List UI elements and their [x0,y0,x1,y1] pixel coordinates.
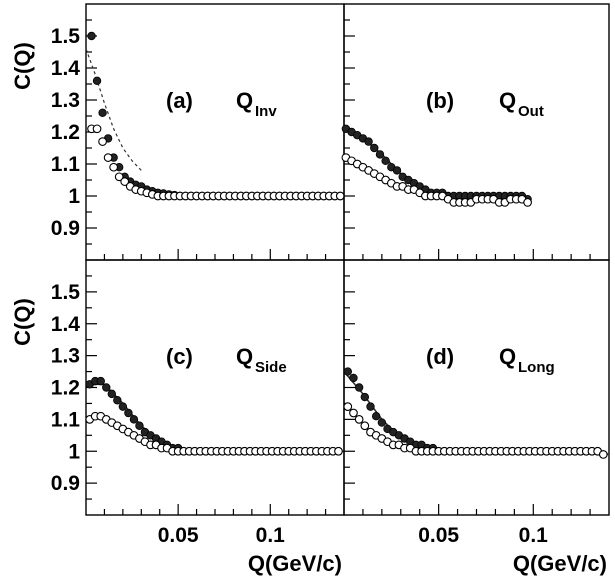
panel-d-qlabel: Q [499,344,516,369]
panel-a-ytick-label: 1.5 [51,25,81,48]
panel-d-open-point [343,402,353,411]
panel-b-qlabel: Q [499,88,516,113]
panel-b-frame [343,3,610,261]
panel-c-qlabel-sub: Side [255,359,287,376]
panel-c-frame [85,259,345,516]
panel-b-open-point [523,198,532,207]
panel-c-ytick-label: 1.2 [51,377,80,400]
panel-c-ytick-label: 1.3 [51,345,80,368]
panel-a-ytick-label: 1.3 [51,89,80,112]
panel-a-ytick-label: 1.1 [51,153,81,176]
panel-c-ytick-label: 1.1 [51,408,81,431]
panel-d-letter: (d) [426,344,454,369]
panel-a-ytick-label: 0.9 [51,217,80,240]
panel-d-xtick-label: 0.1 [519,524,549,547]
panel-a-open-point [98,137,107,146]
panel-d-filled-point [349,373,358,383]
panel-d-filled-point [366,402,375,411]
panel-c-ytick-label: 1 [68,440,80,463]
panel-a-open-point [120,177,130,186]
panel-c-filled-point [107,389,116,399]
panel-d-qlabel-sub: Long [518,359,555,376]
panel-c-letter: (c) [166,344,193,369]
panel-d-frame [343,259,610,516]
panel-a-qlabel: Q [236,88,253,113]
panel-a-open-point [109,162,118,172]
panel-c-filled-point [129,415,139,424]
panel-a-open-point [114,172,124,182]
panel-c-ytick-label: 1.5 [51,281,81,304]
panel-a-ytick-label: 1 [68,185,80,208]
panel-a-open-point [335,191,345,201]
panel-c-filled-point [102,383,111,392]
panel-a-ytick-label: 1.4 [51,57,81,80]
panel-d-filled-point [377,418,387,427]
panel-d-filled-point [354,383,364,392]
panel-a-ylabel: C(Q) [10,42,35,90]
panel-c-xtick-label: 0.05 [158,524,199,547]
panel-b-filled-point [370,143,379,153]
panel-b-filled-point [375,150,385,159]
panel-c-ylabel: C(Q) [10,298,35,346]
panel-a-open-point [103,153,113,162]
panel-a-filled-point [98,108,107,117]
panel-a-open-point [92,124,102,134]
panel-c-xlabel: Q(GeV/c) [248,551,342,576]
panel-a-ytick-label: 1.2 [51,121,80,144]
panel-c-xtick-label: 0.1 [256,524,286,547]
panel-d-filled-point [360,392,370,402]
panel-c-qlabel: Q [236,344,253,369]
panel-a-letter: (a) [166,88,193,113]
panel-b-letter: (b) [426,88,454,113]
panel-b-filled-point [381,156,390,165]
panel-d-filled-point [371,411,381,421]
panel-a-frame [85,3,345,261]
panel-d-xlabel: Q(GeV/c) [513,551,607,576]
panel-d-open-point [598,450,608,459]
panel-b-filled-point [392,166,402,175]
panel-a-qlabel-sub: Inv [255,103,277,120]
panel-d-open-point [354,415,364,424]
panel-d-xtick-label: 0.05 [418,524,459,547]
panel-b-filled-point [364,137,373,146]
panel-c-ytick-label: 1.4 [51,313,81,336]
panel-c-ytick-label: 0.9 [51,472,80,495]
panel-d-open-point [360,421,370,431]
panel-c-filled-point [135,421,144,430]
panel-b-qlabel-sub: Out [518,103,544,120]
panel-c-filled-point [118,402,128,411]
panel-c-open-point [334,446,343,456]
panel-a-fit-line [85,48,142,171]
panel-c-filled-point [124,408,133,418]
panel-c-fit-line [86,383,344,453]
panel-a-filled-point [87,31,96,41]
panel-c-filled-point [96,376,105,386]
panel-a-filled-point [92,76,102,85]
panel-c-filled-point [113,396,122,405]
panel-d-open-point [349,408,358,418]
panel-d-filled-point [343,367,352,376]
